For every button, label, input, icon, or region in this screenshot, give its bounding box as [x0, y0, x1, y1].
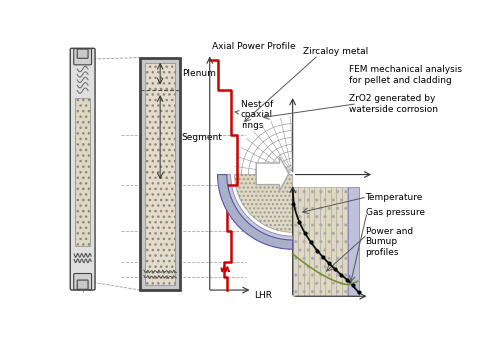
Text: Gas pressure: Gas pressure	[366, 208, 424, 217]
FancyBboxPatch shape	[70, 48, 95, 290]
Text: ZrO2 generated by
waterside corrosion: ZrO2 generated by waterside corrosion	[349, 94, 438, 114]
Text: LHR: LHR	[254, 291, 272, 300]
Text: FEM mechanical analysis
for pellet and cladding: FEM mechanical analysis for pellet and c…	[349, 65, 462, 85]
Text: Zircaloy metal: Zircaloy metal	[303, 47, 368, 56]
Wedge shape	[234, 174, 292, 232]
Bar	[140, 58, 180, 290]
FancyBboxPatch shape	[74, 273, 92, 290]
FancyBboxPatch shape	[77, 49, 88, 58]
Text: Temperature: Temperature	[366, 193, 423, 202]
FancyBboxPatch shape	[77, 280, 88, 289]
Bar	[75, 98, 90, 246]
Text: Power and
Bumup
profiles: Power and Bumup profiles	[366, 227, 412, 257]
Polygon shape	[256, 157, 289, 191]
Text: Segment: Segment	[182, 133, 222, 142]
Text: Axial Power Profile: Axial Power Profile	[212, 42, 296, 51]
Bar	[146, 63, 175, 285]
Text: Plenum: Plenum	[182, 69, 216, 78]
Wedge shape	[218, 174, 292, 249]
FancyBboxPatch shape	[74, 49, 92, 65]
Text: Nest of
coaxial
rings: Nest of coaxial rings	[235, 100, 273, 130]
Bar	[292, 187, 348, 296]
Bar	[348, 187, 360, 296]
Wedge shape	[223, 174, 292, 244]
